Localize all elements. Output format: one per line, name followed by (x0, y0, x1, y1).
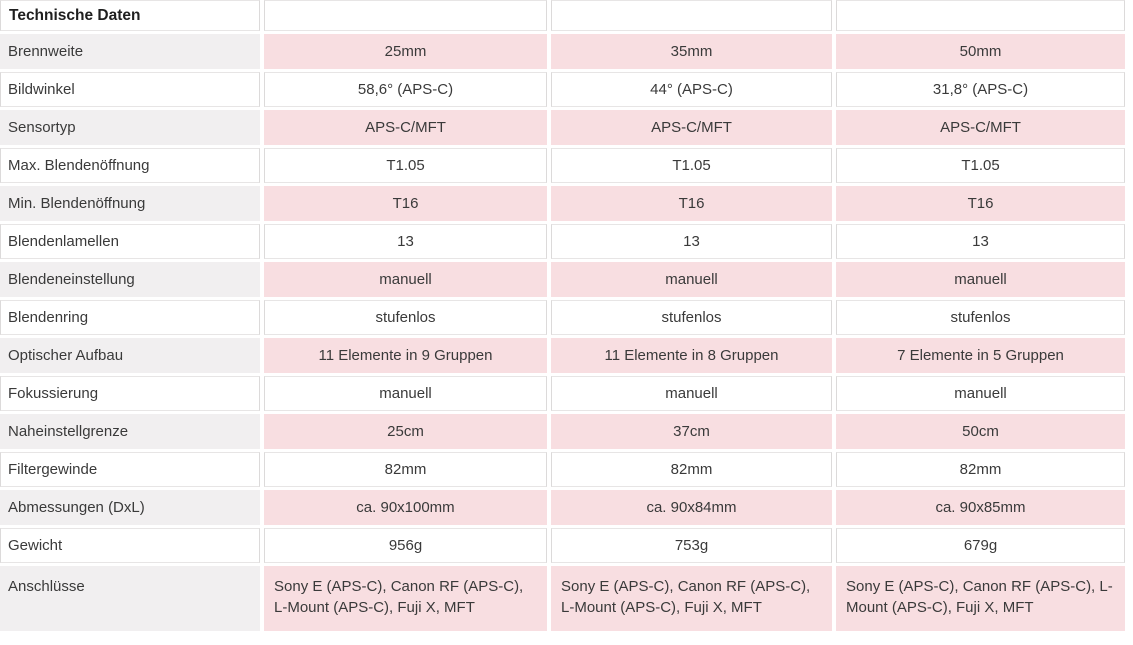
spec-value: 31,8° (APS-C) (836, 72, 1125, 107)
spec-value: ca. 90x100mm (264, 490, 547, 525)
spec-value: 753g (551, 528, 832, 563)
table-header-row: Technische Daten (0, 0, 1125, 31)
table-row: Blendenring stufenlos stufenlos stufenlo… (0, 300, 1125, 335)
spec-value: 82mm (551, 452, 832, 487)
spec-value: Sony E (APS-C), Canon RF (APS-C), L-Moun… (551, 566, 832, 631)
table-row: Optischer Aufbau 11 Elemente in 9 Gruppe… (0, 338, 1125, 373)
spec-value: T16 (264, 186, 547, 221)
spec-value: T1.05 (551, 148, 832, 183)
row-label: Sensortyp (0, 110, 260, 145)
header-cell-empty-2 (551, 0, 832, 31)
row-label: Brennweite (0, 34, 260, 69)
spec-value: manuell (836, 376, 1125, 411)
spec-value: 58,6° (APS-C) (264, 72, 547, 107)
spec-value: T16 (551, 186, 832, 221)
table-row: Abmessungen (DxL) ca. 90x100mm ca. 90x84… (0, 490, 1125, 525)
table-row: Bildwinkel 58,6° (APS-C) 44° (APS-C) 31,… (0, 72, 1125, 107)
spec-value: T1.05 (836, 148, 1125, 183)
table-title: Technische Daten (0, 0, 260, 31)
spec-value: 13 (264, 224, 547, 259)
table-row: Fokussierung manuell manuell manuell (0, 376, 1125, 411)
spec-value: Sony E (APS-C), Canon RF (APS-C), L-Moun… (836, 566, 1125, 631)
spec-value: 11 Elemente in 9 Gruppen (264, 338, 547, 373)
spec-value: manuell (836, 262, 1125, 297)
spec-value: 25cm (264, 414, 547, 449)
table-row: Gewicht 956g 753g 679g (0, 528, 1125, 563)
spec-value: 956g (264, 528, 547, 563)
spec-value: 7 Elemente in 5 Gruppen (836, 338, 1125, 373)
spec-value: 679g (836, 528, 1125, 563)
table-row: Sensortyp APS-C/MFT APS-C/MFT APS-C/MFT (0, 110, 1125, 145)
header-cell-empty-1 (264, 0, 547, 31)
spec-value: 50mm (836, 34, 1125, 69)
table-row: Naheinstellgrenze 25cm 37cm 50cm (0, 414, 1125, 449)
row-label: Abmessungen (DxL) (0, 490, 260, 525)
spec-value: 82mm (264, 452, 547, 487)
table-row: Filtergewinde 82mm 82mm 82mm (0, 452, 1125, 487)
header-cell-empty-3 (836, 0, 1125, 31)
spec-value: 37cm (551, 414, 832, 449)
table-row: Max. Blendenöffnung T1.05 T1.05 T1.05 (0, 148, 1125, 183)
row-label: Bildwinkel (0, 72, 260, 107)
row-label: Min. Blendenöffnung (0, 186, 260, 221)
spec-value: 13 (836, 224, 1125, 259)
row-label: Fokussierung (0, 376, 260, 411)
spec-value: manuell (264, 262, 547, 297)
spec-value: manuell (551, 262, 832, 297)
spec-value: 35mm (551, 34, 832, 69)
row-label: Anschlüsse (0, 566, 260, 631)
table-row: Blendenlamellen 13 13 13 (0, 224, 1125, 259)
spec-value: manuell (551, 376, 832, 411)
spec-value: manuell (264, 376, 547, 411)
spec-value: Sony E (APS-C), Canon RF (APS-C), L-Moun… (264, 566, 547, 631)
row-label: Naheinstellgrenze (0, 414, 260, 449)
spec-value: ca. 90x84mm (551, 490, 832, 525)
row-label: Filtergewinde (0, 452, 260, 487)
table-row: Min. Blendenöffnung T16 T16 T16 (0, 186, 1125, 221)
spec-value: stufenlos (836, 300, 1125, 335)
spec-table: Technische Daten Brennweite 25mm 35mm 50… (0, 0, 1125, 631)
spec-value: APS-C/MFT (264, 110, 547, 145)
row-label: Blendenring (0, 300, 260, 335)
row-label: Blendeneinstellung (0, 262, 260, 297)
spec-value: ca. 90x85mm (836, 490, 1125, 525)
table-row: Blendeneinstellung manuell manuell manue… (0, 262, 1125, 297)
spec-value: 11 Elemente in 8 Gruppen (551, 338, 832, 373)
table-row: Anschlüsse Sony E (APS-C), Canon RF (APS… (0, 566, 1125, 631)
table-row: Brennweite 25mm 35mm 50mm (0, 34, 1125, 69)
spec-value: 82mm (836, 452, 1125, 487)
spec-value: 13 (551, 224, 832, 259)
spec-value: 44° (APS-C) (551, 72, 832, 107)
spec-value: stufenlos (551, 300, 832, 335)
spec-value: APS-C/MFT (836, 110, 1125, 145)
row-label: Max. Blendenöffnung (0, 148, 260, 183)
spec-value: stufenlos (264, 300, 547, 335)
spec-value: T16 (836, 186, 1125, 221)
spec-value: T1.05 (264, 148, 547, 183)
spec-value: APS-C/MFT (551, 110, 832, 145)
row-label: Blendenlamellen (0, 224, 260, 259)
row-label: Optischer Aufbau (0, 338, 260, 373)
spec-value: 50cm (836, 414, 1125, 449)
spec-value: 25mm (264, 34, 547, 69)
row-label: Gewicht (0, 528, 260, 563)
